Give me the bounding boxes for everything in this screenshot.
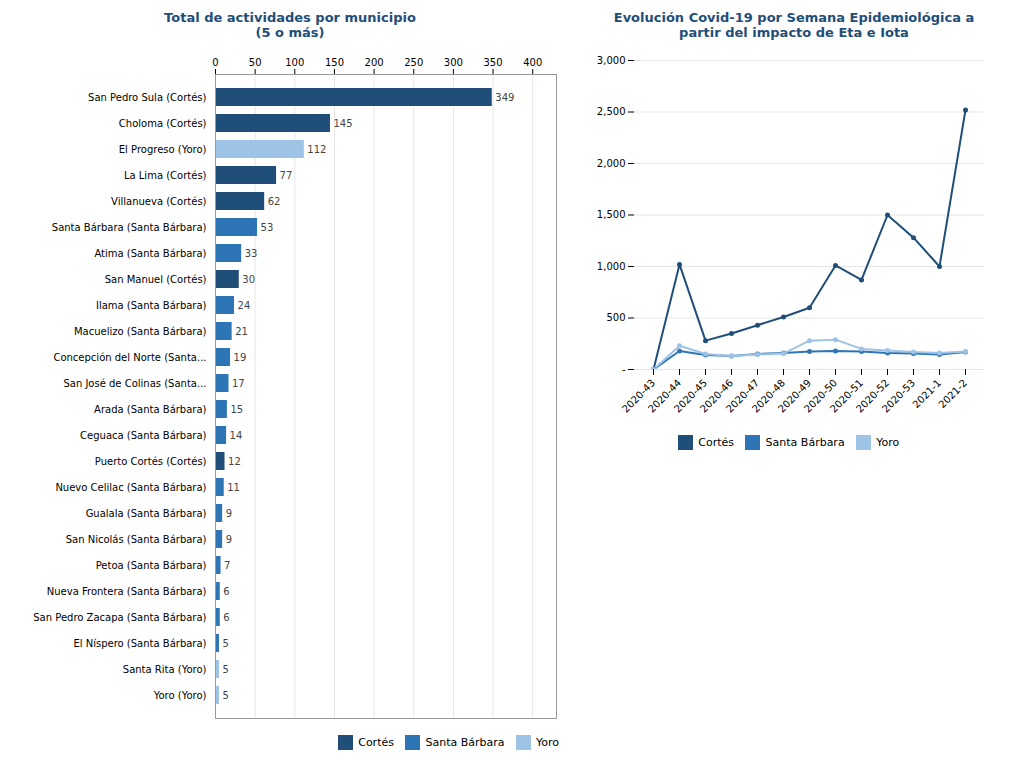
svg-text:Ceguaca (Santa Bárbara): Ceguaca (Santa Bárbara): [80, 430, 207, 441]
svg-text:2021-2: 2021-2: [936, 377, 969, 410]
svg-text:Arada (Santa Bárbara): Arada (Santa Bárbara): [94, 404, 206, 415]
svg-text:1,500: 1,500: [597, 209, 626, 220]
svg-text:2,500: 2,500: [597, 106, 626, 117]
svg-text:Macuelizo (Santa Bárbara): Macuelizo (Santa Bárbara): [74, 326, 207, 337]
svg-text:50: 50: [249, 57, 262, 68]
svg-text:6: 6: [223, 586, 229, 597]
svg-text:2021-1: 2021-1: [910, 377, 944, 411]
svg-text:Concepción del Norte (Santa...: Concepción del Norte (Santa...: [53, 352, 206, 363]
svg-text:2020-49: 2020-49: [775, 377, 814, 415]
svg-text:5: 5: [222, 664, 228, 675]
svg-text:19: 19: [234, 352, 247, 363]
svg-text:Gualala (Santa Bárbara): Gualala (Santa Bárbara): [86, 508, 207, 519]
svg-text:15: 15: [230, 404, 243, 415]
html-text:Santa Bárbara: Santa Bárbara: [765, 436, 845, 449]
svg-text:11: 11: [227, 482, 240, 493]
svg-text:112: 112: [307, 144, 326, 155]
svg-text:21: 21: [235, 326, 248, 337]
svg-text:2020-48: 2020-48: [749, 377, 788, 415]
svg-text:Santa Rita (Yoro): Santa Rita (Yoro): [123, 664, 207, 675]
svg-text:-: -: [622, 364, 626, 375]
svg-text:2020-44: 2020-44: [645, 377, 684, 415]
svg-text:62: 62: [268, 196, 281, 207]
svg-text:150: 150: [325, 57, 344, 68]
html-text:Evolución Covid-19 por Semana: Evolución Covid-19 por Semana Epidemioló…: [613, 10, 975, 40]
svg-text:2020-52: 2020-52: [853, 377, 892, 415]
svg-text:Nueva Frontera (Santa Bárbara): Nueva Frontera (Santa Bárbara): [47, 586, 207, 597]
svg-text:San Pedro Sula (Cortés): San Pedro Sula (Cortés): [88, 92, 207, 103]
html-text:Cortés: Cortés: [358, 736, 394, 749]
svg-text:Santa Bárbara (Santa Bárbara): Santa Bárbara (Santa Bárbara): [52, 222, 207, 233]
svg-text:San José de Colinas (Santa...: San José de Colinas (Santa...: [63, 378, 206, 389]
svg-text:500: 500: [606, 312, 625, 323]
svg-text:Choloma (Cortés): Choloma (Cortés): [119, 118, 207, 129]
svg-text:Puerto Cortés (Cortés): Puerto Cortés (Cortés): [95, 456, 207, 467]
svg-text:6: 6: [223, 612, 229, 623]
svg-text:La Lima (Cortés): La Lima (Cortés): [124, 170, 207, 181]
svg-text:3,000: 3,000: [597, 55, 626, 66]
svg-text:0: 0: [212, 57, 218, 68]
svg-text:350: 350: [484, 57, 503, 68]
svg-text:San Manuel (Cortés): San Manuel (Cortés): [105, 274, 207, 285]
svg-text:5: 5: [222, 638, 228, 649]
svg-text:145: 145: [333, 118, 352, 129]
svg-text:2020-50: 2020-50: [801, 377, 840, 415]
svg-text:24: 24: [238, 300, 251, 311]
svg-text:Petoa (Santa Bárbara): Petoa (Santa Bárbara): [96, 560, 207, 571]
html-text:Yoro: Yoro: [876, 436, 900, 449]
svg-text:San Nicolás (Santa Bárbara): San Nicolás (Santa Bárbara): [66, 534, 207, 545]
svg-text:El Níspero (Santa Bárbara): El Níspero (Santa Bárbara): [73, 638, 206, 649]
svg-text:Yoro (Yoro): Yoro (Yoro): [153, 690, 207, 701]
html-text:Total de actividades por munic: Total de actividades por municipio (5 o …: [164, 10, 416, 40]
svg-text:5: 5: [222, 690, 228, 701]
svg-text:12: 12: [228, 456, 241, 467]
svg-text:Ilama (Santa Bárbara): Ilama (Santa Bárbara): [96, 300, 207, 311]
svg-text:El Progreso (Yoro): El Progreso (Yoro): [119, 144, 207, 155]
svg-text:San Pedro Zacapa (Santa Bárbar: San Pedro Zacapa (Santa Bárbara): [33, 612, 206, 623]
svg-text:9: 9: [226, 508, 232, 519]
html-text:Cortés: Cortés: [698, 436, 735, 449]
svg-text:1,000: 1,000: [597, 261, 626, 272]
svg-text:17: 17: [232, 378, 245, 389]
svg-text:30: 30: [242, 274, 255, 285]
html-text:Santa Bárbara: Santa Bárbara: [425, 736, 505, 749]
svg-text:14: 14: [230, 430, 243, 441]
svg-text:250: 250: [404, 57, 423, 68]
svg-text:Nuevo Celilac (Santa Bárbara): Nuevo Celilac (Santa Bárbara): [55, 482, 206, 493]
svg-text:2,000: 2,000: [597, 158, 626, 169]
svg-text:2020-43: 2020-43: [619, 377, 658, 415]
svg-text:2020-53: 2020-53: [880, 377, 917, 414]
svg-text:2020-47: 2020-47: [723, 377, 762, 415]
svg-text:400: 400: [523, 57, 542, 68]
svg-text:200: 200: [365, 57, 384, 68]
svg-text:77: 77: [280, 170, 293, 181]
svg-text:7: 7: [224, 560, 230, 571]
svg-text:300: 300: [444, 57, 463, 68]
svg-text:9: 9: [226, 534, 232, 545]
svg-text:100: 100: [285, 57, 304, 68]
html-text:Yoro: Yoro: [536, 736, 559, 749]
svg-text:2020-46: 2020-46: [697, 377, 736, 415]
svg-text:2020-45: 2020-45: [671, 377, 710, 415]
svg-text:53: 53: [261, 222, 274, 233]
svg-text:2020-51: 2020-51: [827, 377, 866, 415]
svg-text:Villanueva (Cortés): Villanueva (Cortés): [111, 196, 207, 207]
svg-text:33: 33: [245, 248, 258, 259]
svg-text:Atima (Santa Bárbara): Atima (Santa Bárbara): [94, 248, 206, 259]
svg-text:349: 349: [495, 92, 514, 103]
